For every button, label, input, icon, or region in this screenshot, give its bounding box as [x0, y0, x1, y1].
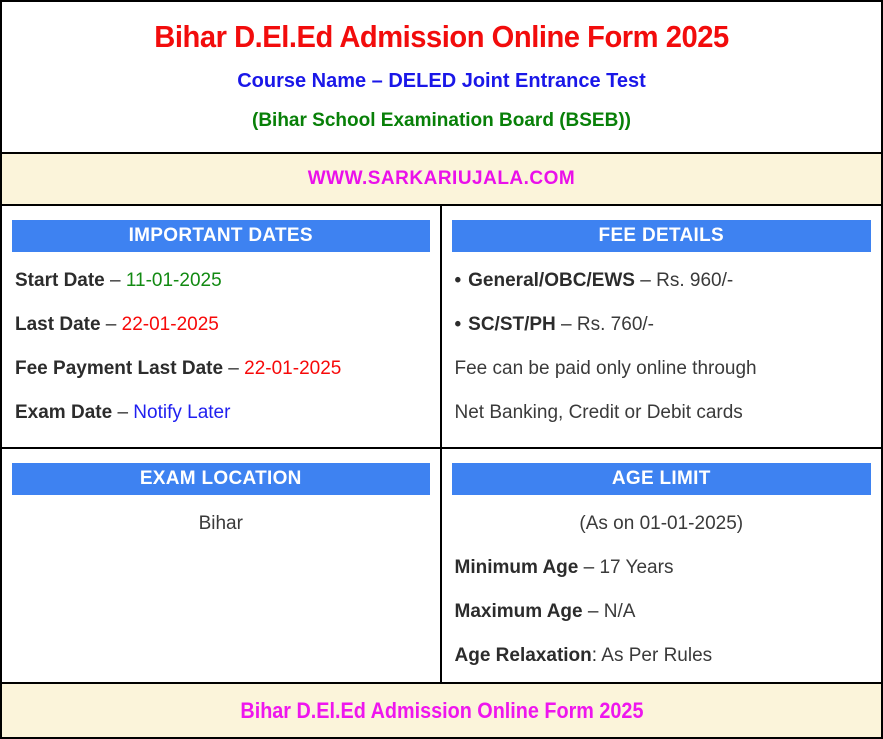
fee-details-section: FEE DETAILS • General/OBC/EWS – Rs. 960/-…: [442, 206, 882, 447]
age-limit-section: AGE LIMIT (As on 01-01-2025) Minimum Age…: [442, 449, 882, 682]
footer-text: Bihar D.El.Ed Admission Online Form 2025: [239, 697, 644, 723]
row-label: Fee Payment Last Date: [15, 358, 224, 379]
bullet-icon: •: [454, 270, 462, 291]
row-value: 17 Years: [599, 557, 674, 578]
important-dates-section: IMPORTANT DATES Start Date – 11-01-2025 …: [2, 206, 442, 447]
row-separator: :: [591, 645, 602, 666]
important-dates-header-bar: IMPORTANT DATES: [12, 220, 430, 252]
row-label: SC/ST/PH: [468, 314, 556, 335]
website-text: WWW.SARKARIUJALA.COM: [307, 168, 576, 189]
row-separator: –: [582, 601, 604, 622]
exam-location-value: Bihar: [198, 513, 243, 534]
row-separator: –: [578, 557, 600, 578]
age-limit-note: (As on 01-01-2025): [579, 513, 744, 534]
fee-note-line-2: Net Banking, Credit or Debit cards: [454, 402, 743, 423]
date-row-start: Start Date – 11-01-2025: [15, 269, 428, 292]
age-row-minimum: Minimum Age – 17 Years: [455, 556, 870, 579]
row-value: As Per Rules: [601, 645, 713, 666]
date-row-exam: Exam Date – Notify Later: [15, 401, 428, 424]
row-value: Rs. 760/-: [576, 314, 654, 335]
page-title: Bihar D.El.Ed Admission Online Form 2025: [154, 19, 729, 54]
row-value: Notify Later: [133, 402, 231, 423]
row-value: N/A: [603, 601, 636, 622]
fee-note-line-1: Fee can be paid only online through: [454, 358, 757, 379]
row-label: Start Date: [15, 270, 105, 291]
sections-row-1: IMPORTANT DATES Start Date – 11-01-2025 …: [2, 206, 881, 447]
bullet-icon: •: [454, 314, 462, 335]
row-label: General/OBC/EWS: [468, 270, 635, 291]
section-header-label: EXAM LOCATION: [139, 468, 302, 489]
row-separator: –: [112, 402, 134, 423]
fee-row-general: • General/OBC/EWS – Rs. 960/-: [455, 269, 870, 292]
footer-banner: Bihar D.El.Ed Admission Online Form 2025: [2, 682, 881, 737]
row-label: Age Relaxation: [454, 645, 592, 666]
fee-details-header-bar: FEE DETAILS: [451, 220, 871, 252]
row-label: Maximum Age: [454, 601, 583, 622]
date-row-last: Last Date – 22-01-2025: [15, 313, 428, 336]
course-subtitle: Course Name – DELED Joint Entrance Test: [237, 70, 646, 92]
section-header-label: AGE LIMIT: [611, 468, 711, 489]
section-header-label: IMPORTANT DATES: [128, 225, 313, 246]
exam-location-section: EXAM LOCATION Bihar: [2, 449, 442, 682]
row-value: Rs. 960/-: [656, 270, 734, 291]
exam-location-header-bar: EXAM LOCATION: [12, 463, 430, 495]
row-label: Exam Date: [15, 402, 113, 423]
board-subtitle: (Bihar School Examination Board (BSEB)): [252, 110, 631, 131]
row-separator: –: [100, 314, 122, 335]
age-row-relaxation: Age Relaxation: As Per Rules: [455, 644, 870, 667]
date-row-fee-payment: Fee Payment Last Date – 22-01-2025: [15, 357, 428, 380]
header: Bihar D.El.Ed Admission Online Form 2025…: [2, 2, 881, 152]
row-label: Minimum Age: [454, 557, 579, 578]
row-separator: –: [634, 270, 657, 291]
row-separator: –: [555, 314, 577, 335]
row-value: 22-01-2025: [244, 358, 342, 379]
row-value: 22-01-2025: [121, 314, 219, 335]
sections-row-2: EXAM LOCATION Bihar AGE LIMIT (As on 01-…: [2, 447, 881, 682]
row-separator: –: [223, 358, 245, 379]
row-label: Last Date: [15, 314, 101, 335]
row-value: 11-01-2025: [125, 270, 222, 291]
website-banner: WWW.SARKARIUJALA.COM: [2, 152, 881, 206]
row-separator: –: [104, 270, 126, 291]
age-limit-header-bar: AGE LIMIT: [451, 463, 871, 495]
fee-row-sc-st: • SC/ST/PH – Rs. 760/-: [455, 313, 870, 336]
section-header-label: FEE DETAILS: [598, 225, 724, 246]
age-row-maximum: Maximum Age – N/A: [455, 600, 870, 623]
